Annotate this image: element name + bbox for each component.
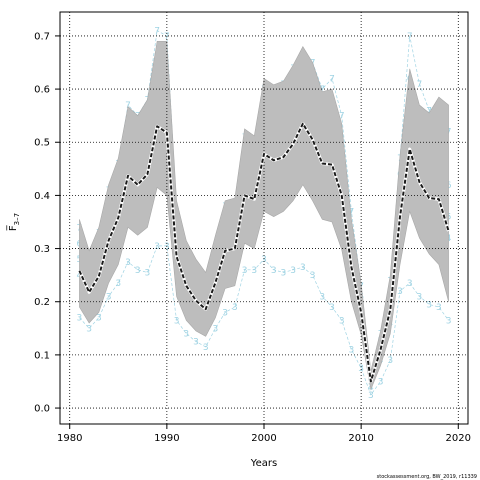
age-digit-marker: 3 <box>436 303 442 313</box>
confidence-band-area <box>79 40 449 391</box>
y-tick-label: 0.0 <box>34 404 50 415</box>
age-digit-marker: 3 <box>203 343 209 353</box>
axes: 1980 1990 2000 2010 2020 0.0 0.1 0.2 0.3 0.4 0.5 0.… <box>34 31 471 444</box>
age-digit-marker: 3 <box>183 330 189 340</box>
age-digit-marker: 3 <box>329 303 335 313</box>
grid <box>60 12 468 424</box>
age-digit-marker: 3 <box>407 279 413 289</box>
age-digit-marker: 3 <box>426 300 432 310</box>
age-digit-marker: 3 <box>281 268 287 278</box>
age-digit-marker: 3 <box>251 266 257 276</box>
x-tick-label: 1990 <box>154 433 179 444</box>
svg-text:F̅3–7: F̅3–7 <box>6 213 21 231</box>
age-digit-marker: 3 <box>397 287 403 297</box>
age-digit-marker: 7 <box>154 27 160 37</box>
age-digit-marker: 3 <box>368 391 374 401</box>
x-tick-label: 1980 <box>57 433 82 444</box>
age-digit-marker: 3 <box>213 324 219 334</box>
y-tick-label: 0.7 <box>34 31 50 42</box>
age-line-path <box>79 245 449 396</box>
age-digit-marker: 7 <box>319 85 325 95</box>
age-digit-marker: 7 <box>349 207 355 217</box>
y-axis-title-main: F̅ <box>6 224 19 231</box>
age-digit-marker: 3 <box>232 303 238 313</box>
age-digit-marker: 3 <box>135 266 141 276</box>
x-axis-title: Years <box>250 458 277 469</box>
footer-note: stockassessment.org, BW_2019, r11339 <box>377 474 477 480</box>
age-digit-marker: 3 <box>300 263 306 273</box>
age-digit-marker: 3 <box>271 266 277 276</box>
estimate-line <box>78 122 450 383</box>
age-digit-marker: 7 <box>407 32 413 42</box>
age-digit-marker: 3 <box>145 268 151 278</box>
age-digit-marker: 3 <box>125 258 131 268</box>
age-digit-marker: 3 <box>174 316 180 326</box>
age-digit-marker: 3 <box>86 324 92 334</box>
age-digit-marker: 7 <box>125 101 131 111</box>
age-digit-marker: 3 <box>446 316 452 326</box>
age-digit-marker: 7 <box>417 80 423 90</box>
y-tick-label: 0.2 <box>34 297 50 308</box>
y-tick-label: 0.4 <box>34 191 50 202</box>
age-digit-marker: 3 <box>378 377 384 387</box>
age-digit-marker: 7 <box>339 112 345 122</box>
x-tick-label: 2000 <box>251 433 276 444</box>
age-digit-marker: 3 <box>154 242 160 252</box>
age-digit-marker: 3 <box>106 292 112 302</box>
age-line-3: 333333333333333333333333333333333333333 <box>77 242 452 401</box>
y-axis-title-sub: 3–7 <box>13 213 21 225</box>
age-digit-marker: 3 <box>77 314 83 324</box>
y-axis-title: F̅3–7 <box>6 213 21 231</box>
x-tick-label: 2010 <box>348 433 373 444</box>
y-tick-label: 0.6 <box>34 85 50 96</box>
x-tick-label: 2020 <box>446 433 471 444</box>
estimate-series <box>77 122 451 384</box>
y-tick-label: 0.3 <box>34 244 50 255</box>
age-digit-marker: 3 <box>310 271 316 281</box>
age-digit-marker: 3 <box>261 255 267 265</box>
age-digit-marker: 3 <box>193 338 199 348</box>
age-digit-marker: 7 <box>426 106 432 116</box>
y-tick-label: 0.1 <box>34 350 50 361</box>
age-digit-marker: 3 <box>290 266 296 276</box>
age-digit-marker: 7 <box>329 74 335 84</box>
age-digit-marker: 3 <box>222 308 228 318</box>
y-tick-label: 0.5 <box>34 138 50 149</box>
age-digit-marker: 3 <box>387 356 393 366</box>
age-digit-marker: 3 <box>417 292 423 302</box>
age-digit-marker: 3 <box>319 292 325 302</box>
age-digit-marker: 3 <box>115 279 121 289</box>
confidence-band <box>79 40 449 391</box>
age-digit-marker: 3 <box>242 266 248 276</box>
age-digit-marker: 3 <box>339 316 345 326</box>
age-digit-marker: 3 <box>349 346 355 356</box>
age-digit-marker: 3 <box>96 314 102 324</box>
